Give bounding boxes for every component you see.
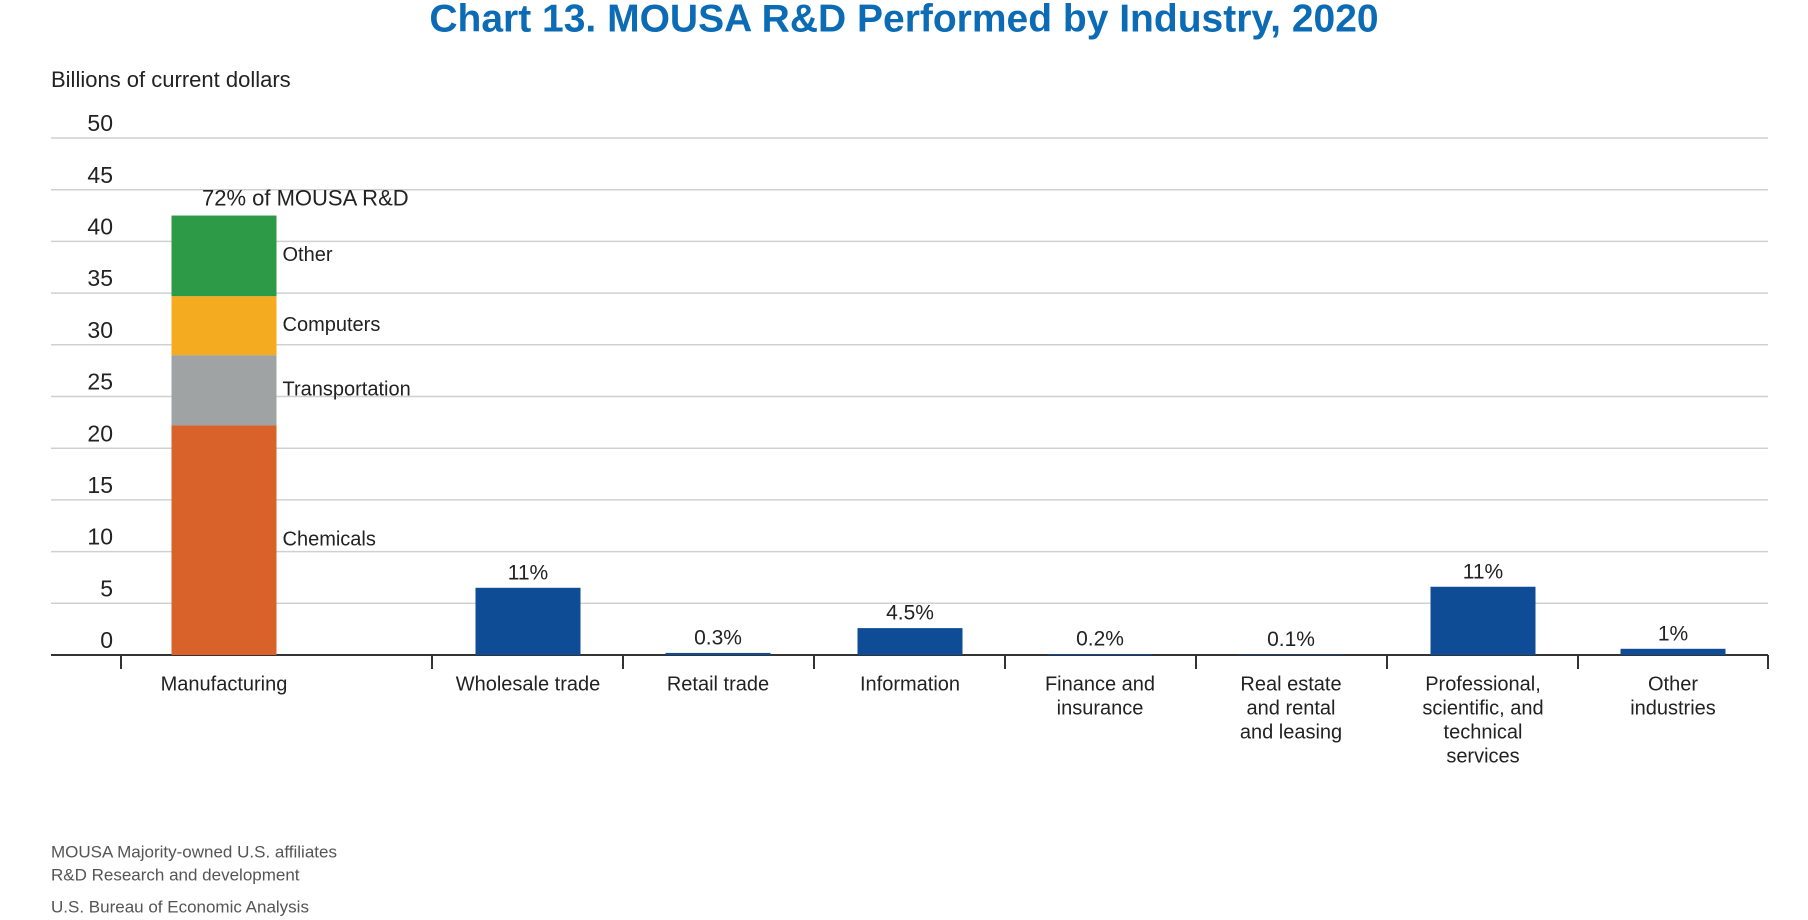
y-tick-label: 15 <box>87 472 113 498</box>
x-tick-label: Other <box>1648 673 1698 695</box>
share-label: 0.3% <box>694 626 742 649</box>
x-tick-label: services <box>1446 745 1519 767</box>
share-label: 11% <box>508 561 548 584</box>
footnote: R&D Research and development <box>51 865 300 884</box>
share-label: 11% <box>1463 560 1503 583</box>
footnote: U.S. Bureau of Economic Analysis <box>51 897 309 916</box>
x-tick-label: technical <box>1444 721 1523 743</box>
bar-segment <box>171 425 277 655</box>
bar-segment <box>475 587 581 655</box>
x-tick-label: insurance <box>1057 697 1144 719</box>
chart-title: Chart 13. MOUSA R&D Performed by Industr… <box>429 0 1378 40</box>
bar-segment <box>665 652 771 655</box>
x-tick-label: and leasing <box>1240 721 1342 743</box>
segment-label: Computers <box>283 314 381 336</box>
y-tick-label: 25 <box>87 369 113 395</box>
bar-segment <box>1238 654 1344 655</box>
y-tick-label: 10 <box>87 524 113 550</box>
x-tick-label: Professional, <box>1425 673 1541 695</box>
y-tick-label: 50 <box>87 110 113 136</box>
share-label: 4.5% <box>886 602 934 625</box>
x-tick-label: and rental <box>1247 697 1336 719</box>
y-axis-label: Billions of current dollars <box>51 67 291 92</box>
share-label: 0.2% <box>1076 628 1124 651</box>
y-tick-label: 0 <box>100 627 113 653</box>
x-tick-label: Wholesale trade <box>456 673 601 695</box>
x-tick-label: Information <box>860 673 960 695</box>
footnote: MOUSA Majority-owned U.S. affiliates <box>51 842 337 861</box>
segment-label: Other <box>283 244 333 266</box>
bar-segment <box>171 296 277 356</box>
bar-segment <box>1430 586 1536 655</box>
bar-segment <box>1620 648 1726 655</box>
x-tick-label: industries <box>1630 697 1716 719</box>
y-tick-label: 30 <box>87 317 113 343</box>
y-tick-label: 40 <box>87 213 113 239</box>
y-tick-label: 45 <box>87 162 113 188</box>
segment-label: Transportation <box>283 379 411 401</box>
x-tick-label: Finance and <box>1045 673 1155 695</box>
share-label: 72% of MOUSA R&D <box>202 185 409 210</box>
bar-segment <box>171 215 277 297</box>
bar-segment <box>171 355 277 426</box>
x-tick-label: Manufacturing <box>161 673 288 695</box>
y-tick-label: 20 <box>87 420 113 446</box>
x-tick-label: scientific, and <box>1422 697 1543 719</box>
y-tick-label: 35 <box>87 265 113 291</box>
bar-segment <box>1047 653 1153 655</box>
bar-segment <box>857 628 963 655</box>
share-label: 0.1% <box>1267 628 1315 651</box>
y-tick-label: 5 <box>100 575 113 601</box>
share-label: 1% <box>1658 622 1688 645</box>
x-tick-label: Real estate <box>1240 673 1341 695</box>
segment-label: Chemicals <box>283 529 376 551</box>
x-tick-label: Retail trade <box>667 673 769 695</box>
